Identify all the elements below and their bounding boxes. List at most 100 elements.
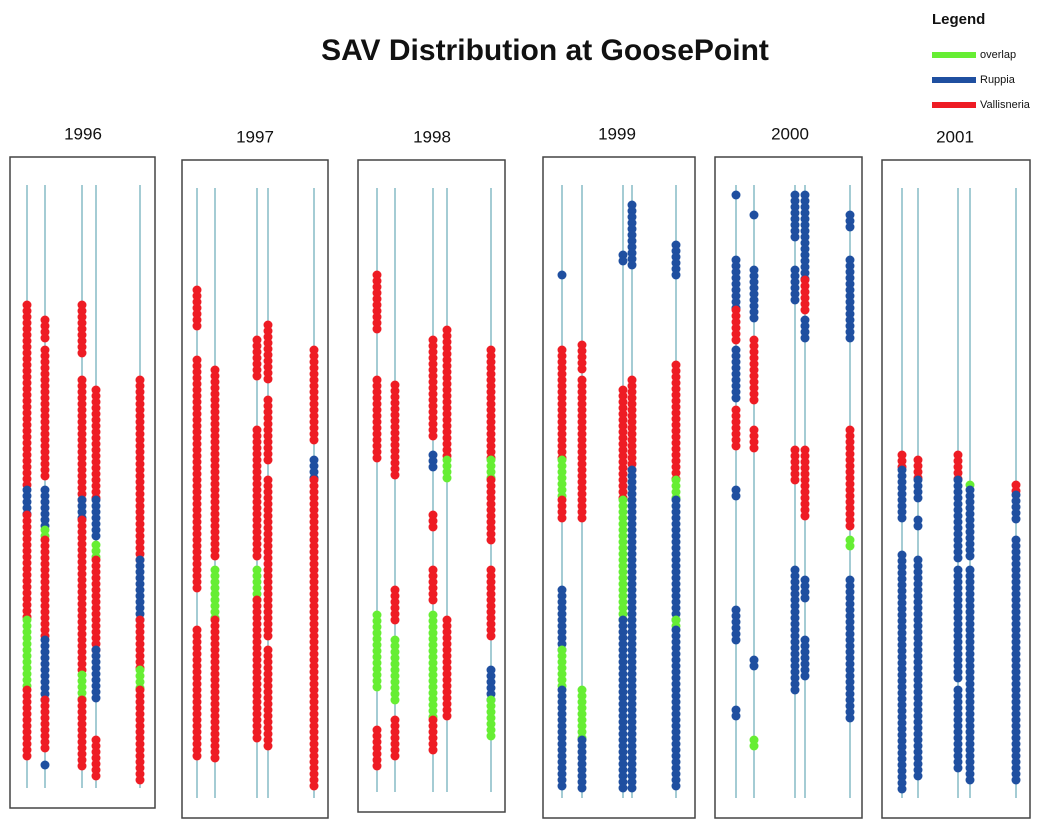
sav-dot xyxy=(965,551,975,561)
sav-dot xyxy=(40,760,50,770)
sav-dot xyxy=(390,615,400,625)
sav-dot xyxy=(192,583,202,593)
sav-dot xyxy=(442,473,452,483)
sav-dot xyxy=(731,393,741,403)
sav-dot xyxy=(372,761,382,771)
sav-dot xyxy=(731,335,741,345)
sav-dot xyxy=(1011,775,1021,785)
sav-dot xyxy=(91,771,101,781)
sav-dot xyxy=(845,222,855,232)
sav-dot xyxy=(749,395,759,405)
sav-dot xyxy=(913,771,923,781)
sav-dot xyxy=(263,741,273,751)
sav-dot xyxy=(91,693,101,703)
sav-dot xyxy=(731,491,741,501)
sav-dot xyxy=(442,711,452,721)
panel-frame xyxy=(9,156,156,809)
sav-dot xyxy=(577,364,587,374)
sav-dot xyxy=(749,741,759,751)
sav-dot xyxy=(749,661,759,671)
panel-frame xyxy=(181,159,329,819)
sav-dot xyxy=(913,493,923,503)
sav-dot xyxy=(953,553,963,563)
sav-dot xyxy=(91,531,101,541)
sav-dot xyxy=(1011,514,1021,524)
sav-dot xyxy=(790,475,800,485)
sav-dot xyxy=(192,751,202,761)
sav-dot xyxy=(618,783,628,793)
sav-dot xyxy=(790,232,800,242)
sav-dot xyxy=(627,783,637,793)
sav-dot xyxy=(309,781,319,791)
sav-dot xyxy=(845,333,855,343)
sav-dot xyxy=(749,210,759,220)
sav-dot xyxy=(252,551,262,561)
sav-dot xyxy=(913,521,923,531)
sav-dot xyxy=(486,731,496,741)
sav-dot xyxy=(390,695,400,705)
sav-dot xyxy=(731,635,741,645)
panel-label: 2000 xyxy=(771,124,809,143)
sav-dot xyxy=(22,751,32,761)
sav-dot xyxy=(671,781,681,791)
sav-dot xyxy=(252,371,262,381)
sav-dot xyxy=(965,775,975,785)
sav-dot xyxy=(263,374,273,384)
sav-dot xyxy=(77,348,87,358)
sav-dot xyxy=(428,462,438,472)
sav-dot xyxy=(40,471,50,481)
sav-dot xyxy=(627,260,637,270)
sav-dot xyxy=(800,511,810,521)
sav-dot xyxy=(210,551,220,561)
sav-dot xyxy=(428,595,438,605)
legend-title: Legend xyxy=(932,11,985,28)
sav-dot xyxy=(749,443,759,453)
sav-dot xyxy=(263,631,273,641)
panel-label: 2001 xyxy=(936,127,974,146)
sav-dot xyxy=(309,435,319,445)
sav-dot xyxy=(372,324,382,334)
sav-dot xyxy=(40,333,50,343)
sav-dot xyxy=(790,295,800,305)
sav-dot xyxy=(486,631,496,641)
sav-dot xyxy=(557,781,567,791)
title: SAV Distribution at GoosePoint xyxy=(321,34,769,67)
sav-dot xyxy=(77,761,87,771)
sav-dot xyxy=(372,453,382,463)
sav-dot xyxy=(192,321,202,331)
sav-dot xyxy=(671,270,681,280)
sav-dot xyxy=(800,305,810,315)
sav-dot xyxy=(390,751,400,761)
panel-label: 1996 xyxy=(64,124,102,143)
sav-dot xyxy=(486,535,496,545)
sav-dot xyxy=(953,763,963,773)
panel-frame xyxy=(357,159,506,813)
sav-dot xyxy=(135,775,145,785)
sav-dot xyxy=(897,513,907,523)
sav-dot xyxy=(845,713,855,723)
sav-dot xyxy=(557,513,567,523)
panel-frame xyxy=(881,159,1031,819)
sav-dot xyxy=(618,256,628,266)
sav-dot xyxy=(790,685,800,695)
sav-dot xyxy=(800,333,810,343)
sav-dot xyxy=(577,513,587,523)
sav-dot xyxy=(731,441,741,451)
sav-dot xyxy=(372,682,382,692)
sav-dot xyxy=(428,431,438,441)
sav-dot xyxy=(845,521,855,531)
sav-dot xyxy=(263,455,273,465)
sav-dot xyxy=(252,733,262,743)
panel-label: 1999 xyxy=(598,124,636,143)
legend-label: Ruppia xyxy=(980,74,1016,86)
panel-frame xyxy=(542,156,696,819)
sav-dot xyxy=(800,593,810,603)
sav-dot xyxy=(428,522,438,532)
sav-dot xyxy=(40,743,50,753)
sav-dot xyxy=(557,270,567,280)
sav-dot xyxy=(953,673,963,683)
sav-dot xyxy=(577,783,587,793)
sav-dot xyxy=(390,470,400,480)
sav-dot xyxy=(749,313,759,323)
